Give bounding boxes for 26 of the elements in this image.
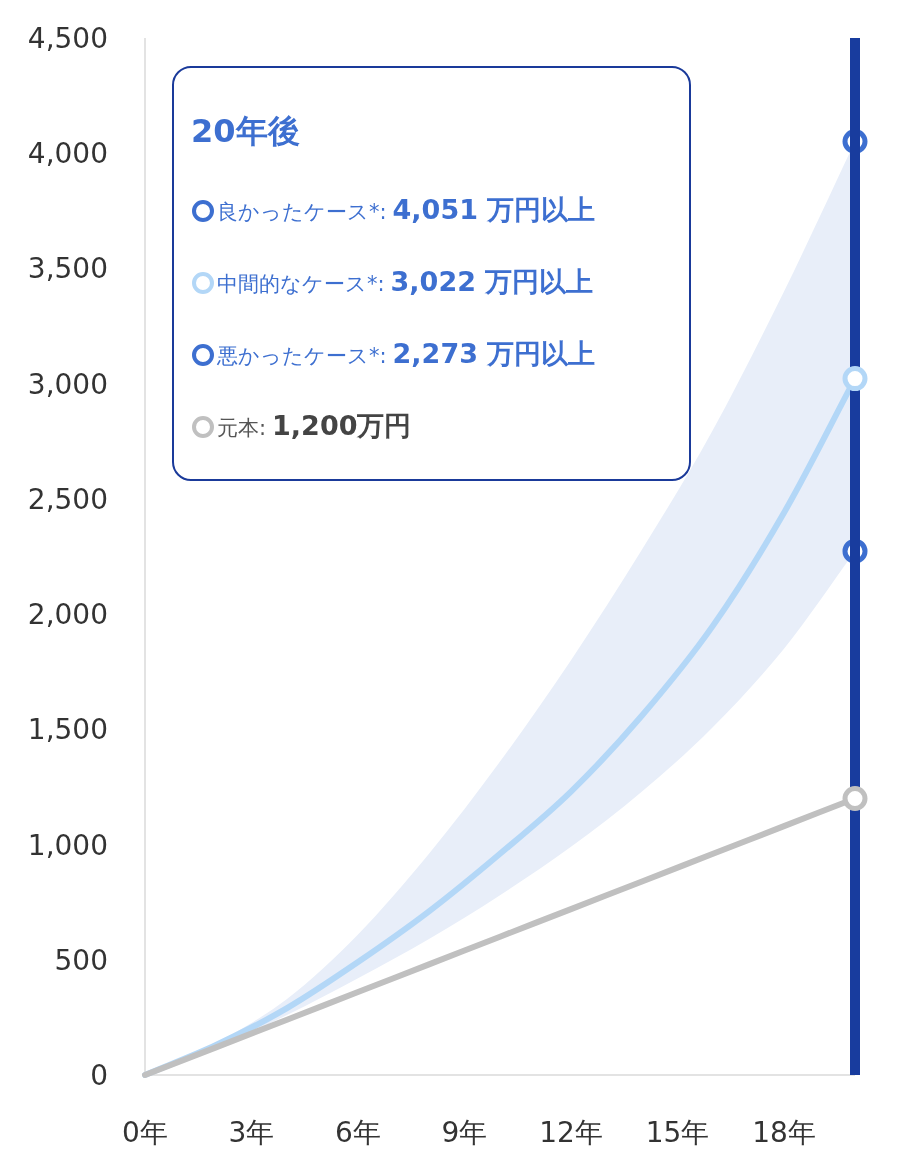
y-tick-label: 0 xyxy=(90,1059,108,1092)
y-tick-label: 3,000 xyxy=(27,367,108,401)
y-tick-label: 2,500 xyxy=(27,482,108,516)
y-tick-label: 4,500 xyxy=(27,22,108,55)
y-tick-label: 2,000 xyxy=(27,598,108,632)
y-tick-label: 4,000 xyxy=(27,137,108,171)
y-tick-label: 1,000 xyxy=(27,828,108,862)
legend-label: 良かったケース*: xyxy=(217,200,387,224)
y-tick-label: 3,500 xyxy=(27,252,108,286)
y-tick-label: 1,500 xyxy=(27,713,108,747)
y-tick-label: 500 xyxy=(54,943,108,977)
x-tick-label: 12年 xyxy=(539,1116,603,1149)
annotation: 3,022 万円以上 xyxy=(390,266,594,297)
x-tick-label: 15年 xyxy=(645,1116,710,1149)
annotation: 2,273 万円以上 xyxy=(392,338,596,369)
x-tick-label: 18年 xyxy=(752,1116,816,1149)
legend-title: 20年後 xyxy=(191,112,300,150)
legend-label: 元本: xyxy=(217,416,267,440)
legend-label: 中間的なケース*: xyxy=(217,272,385,296)
x-tick-label: 0年 xyxy=(122,1116,168,1149)
annotation: 1,200万円 xyxy=(272,410,412,441)
x-tick-label: 9年 xyxy=(441,1116,488,1149)
legend-label: 悪かったケース*: xyxy=(216,344,387,368)
x-tick-label: 3年 xyxy=(228,1116,275,1149)
annotation: 4,051 万円以上 xyxy=(392,194,596,225)
x-tick-label: 6年 xyxy=(335,1116,381,1149)
